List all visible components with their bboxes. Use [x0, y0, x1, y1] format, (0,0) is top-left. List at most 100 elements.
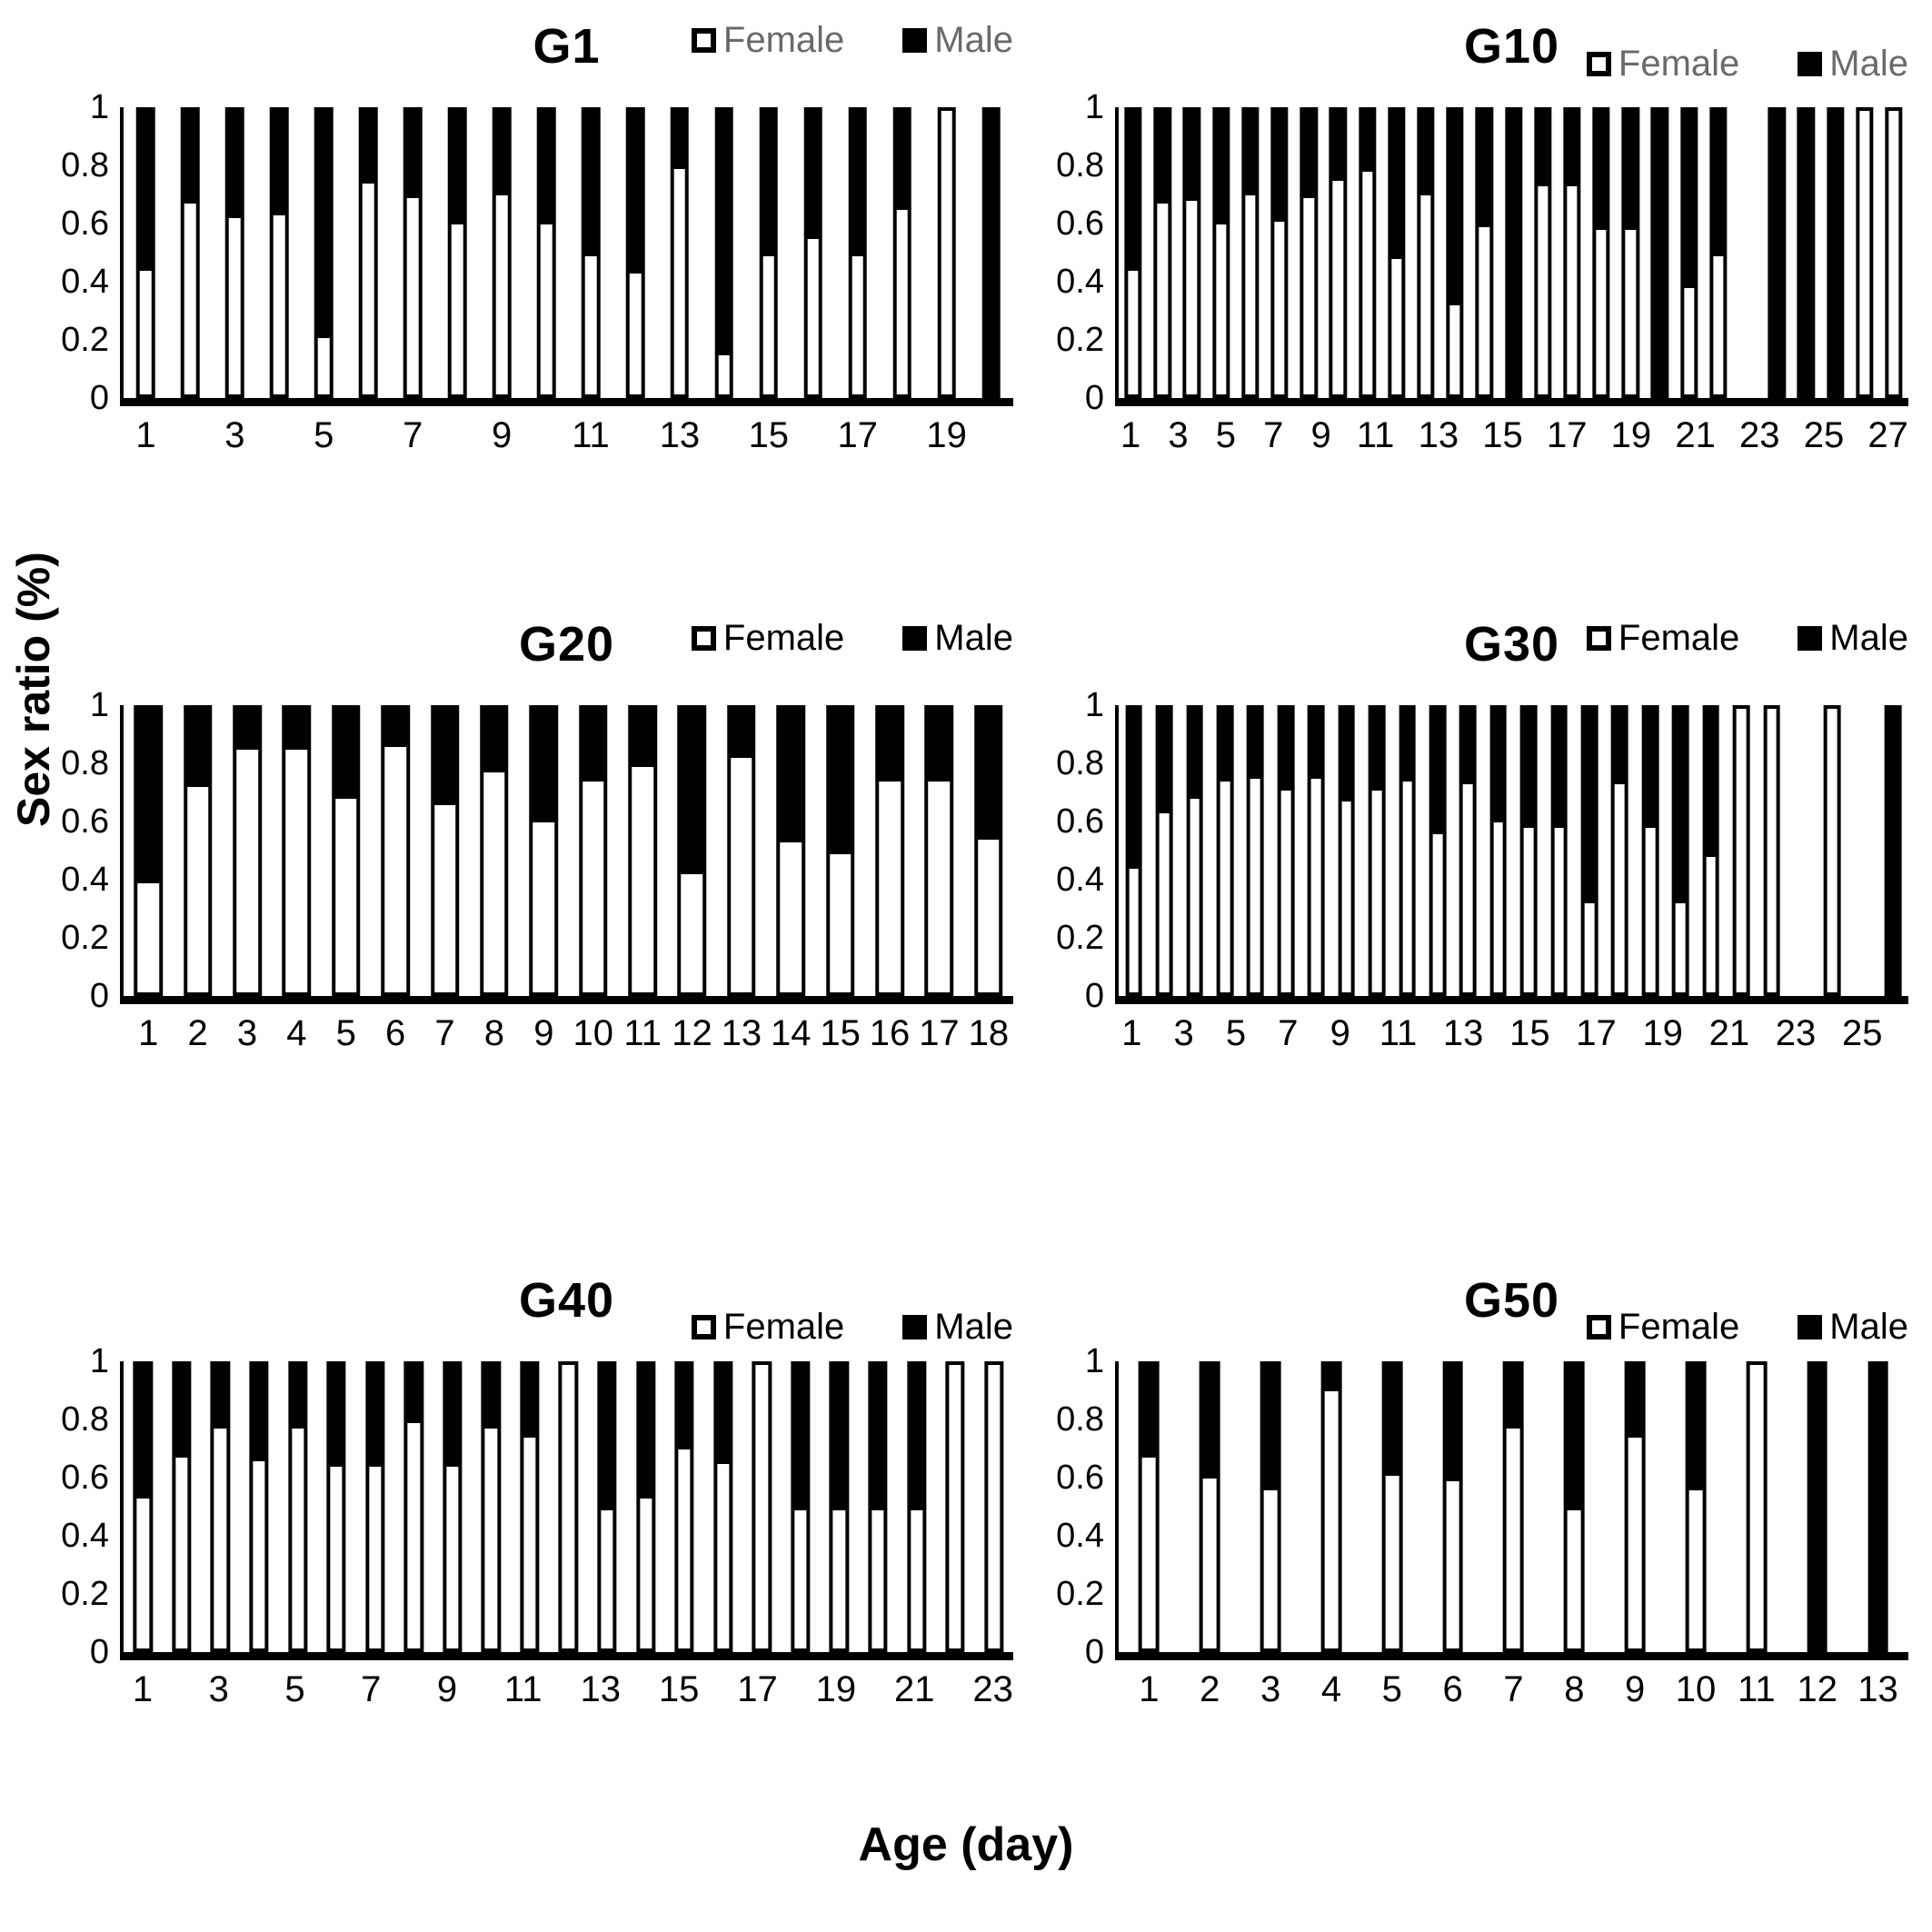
- bar-slot: [880, 107, 924, 398]
- bar-slot: [1635, 705, 1665, 996]
- charts-grid: G1 Female Male 1 0.8 0.6 0.4 0.2 0 1 3 5 7 9 11 13 1…: [55, 0, 1908, 1710]
- bar-slot: [791, 107, 835, 398]
- x-tick-label: [1483, 1013, 1509, 1054]
- x-tick-label: 21: [894, 1669, 935, 1709]
- x-tick-label: 2: [187, 1013, 208, 1053]
- male-segment: [1550, 705, 1568, 825]
- stacked-bar-day-10: [1388, 107, 1406, 398]
- stacked-bar-day-10: [578, 705, 608, 996]
- bar-slot: [1265, 107, 1294, 398]
- stacked-bar-day-14: [776, 705, 806, 996]
- x-tick-label: 17: [919, 1013, 960, 1053]
- male-segment: [829, 1361, 850, 1507]
- x-tick-label: [1651, 415, 1675, 456]
- x-tick-label: 4: [286, 1013, 307, 1053]
- stacked-bar-day-16: [875, 705, 904, 996]
- x-tick-label: [612, 415, 657, 456]
- female-segment: [1429, 830, 1447, 996]
- male-segment: [1277, 705, 1295, 787]
- bar-slot: [472, 1361, 511, 1652]
- stacked-bar-day-6: [326, 1361, 346, 1652]
- bar-slot: [612, 107, 657, 398]
- male-segment: [1247, 705, 1264, 775]
- bar-slot: [1382, 107, 1411, 398]
- stacked-bar-day-19: [1650, 107, 1669, 398]
- legend-male-label: Male: [1829, 618, 1908, 658]
- bar-slot: [835, 107, 880, 398]
- stacked-bar-day-11: [1746, 1361, 1768, 1652]
- male-segment: [1624, 1361, 1646, 1434]
- x-tick-label: [1749, 1013, 1776, 1054]
- stacked-bar-day-13: [597, 1361, 617, 1652]
- female-segment: [1824, 705, 1841, 996]
- x-tick-labels: 1 2 3 4 5 6 7 8 9 10 11 12 13: [1119, 1669, 1908, 1710]
- legend-female-label: Female: [1618, 618, 1740, 658]
- male-segment: [270, 107, 289, 213]
- bar-slot: [1544, 705, 1574, 996]
- female-segment: [1212, 220, 1230, 398]
- stacked-bar-day-10: [1399, 705, 1416, 996]
- female-segment: [635, 1495, 656, 1652]
- bar-slot: [1605, 705, 1635, 996]
- female-segment: [1446, 302, 1464, 398]
- y-axis: 1 0.8 0.6 0.4 0.2 0: [1050, 90, 1115, 415]
- x-tick-label: 9: [491, 415, 513, 455]
- female-segment: [1550, 824, 1568, 996]
- male-segment: [1446, 107, 1464, 303]
- x-tick-label: 27: [1867, 415, 1908, 455]
- female-segment: [1621, 226, 1639, 398]
- chart-header: G40 Female Male: [120, 1265, 1013, 1361]
- bar-slot: [168, 107, 213, 398]
- stacked-bar-day-20: [868, 1361, 888, 1652]
- stacked-bar-day-11: [1429, 705, 1447, 996]
- x-tick-label: 13: [721, 1013, 762, 1053]
- stacked-bar-day-6: [1277, 705, 1295, 996]
- bar-slot: [703, 1361, 742, 1652]
- female-segment: [403, 1419, 423, 1652]
- stacked-bar-day-21: [906, 1361, 927, 1652]
- plot-row: 1 0.8 0.6 0.4 0.2 0: [1050, 90, 1908, 415]
- bars: [124, 705, 1013, 996]
- male-segment: [1429, 705, 1447, 831]
- y-tick-label: 0.2: [1056, 321, 1104, 359]
- stacked-bar-day-7: [430, 705, 460, 996]
- male-segment: [1641, 705, 1659, 825]
- male-segment: [403, 107, 423, 194]
- bar-slot: [1453, 705, 1483, 996]
- bar-slot: [1762, 107, 1791, 398]
- female-segment: [225, 214, 244, 398]
- x-tick-label: [168, 415, 213, 456]
- x-tick-label: 15: [820, 1013, 861, 1053]
- male-segment: [443, 1361, 463, 1463]
- x-tick-label: [1142, 415, 1166, 456]
- female-segment: [1153, 200, 1171, 398]
- chart-header: G1 Female Male: [120, 11, 1013, 107]
- female-segment: [791, 1507, 811, 1652]
- female-segment: [597, 1507, 617, 1652]
- stacked-bar-day-16: [1563, 107, 1581, 398]
- male-segment: [1592, 107, 1610, 227]
- y-tick-label: 0.8: [61, 146, 109, 184]
- female-segment: [1381, 1471, 1403, 1652]
- y-tick-label: 0: [89, 1633, 109, 1671]
- male-segment: [1155, 705, 1173, 811]
- x-tick-label: [1587, 415, 1610, 456]
- legend-item-male: Male: [902, 20, 1013, 61]
- bars: [1119, 1361, 1908, 1652]
- stacked-bar-day-3: [233, 705, 262, 996]
- bar-slot: [865, 705, 914, 996]
- bar-slot: [665, 1361, 704, 1652]
- male-segment: [492, 107, 512, 192]
- female-segment: [1260, 1486, 1281, 1652]
- y-tick-label: 0: [89, 379, 109, 417]
- bar-slot: [1361, 705, 1391, 996]
- bar-slot: [936, 1361, 975, 1652]
- stacked-bar-day-14: [635, 1361, 656, 1652]
- x-tick-label: 23: [1739, 415, 1780, 455]
- y-axis: 1 0.8 0.6 0.4 0.2 0: [55, 688, 120, 1013]
- female-segment: [1885, 107, 1903, 398]
- female-segment: [581, 253, 601, 398]
- female-segment: [1125, 865, 1143, 996]
- bar-slot: [1847, 1361, 1908, 1652]
- male-segment: [1388, 107, 1406, 256]
